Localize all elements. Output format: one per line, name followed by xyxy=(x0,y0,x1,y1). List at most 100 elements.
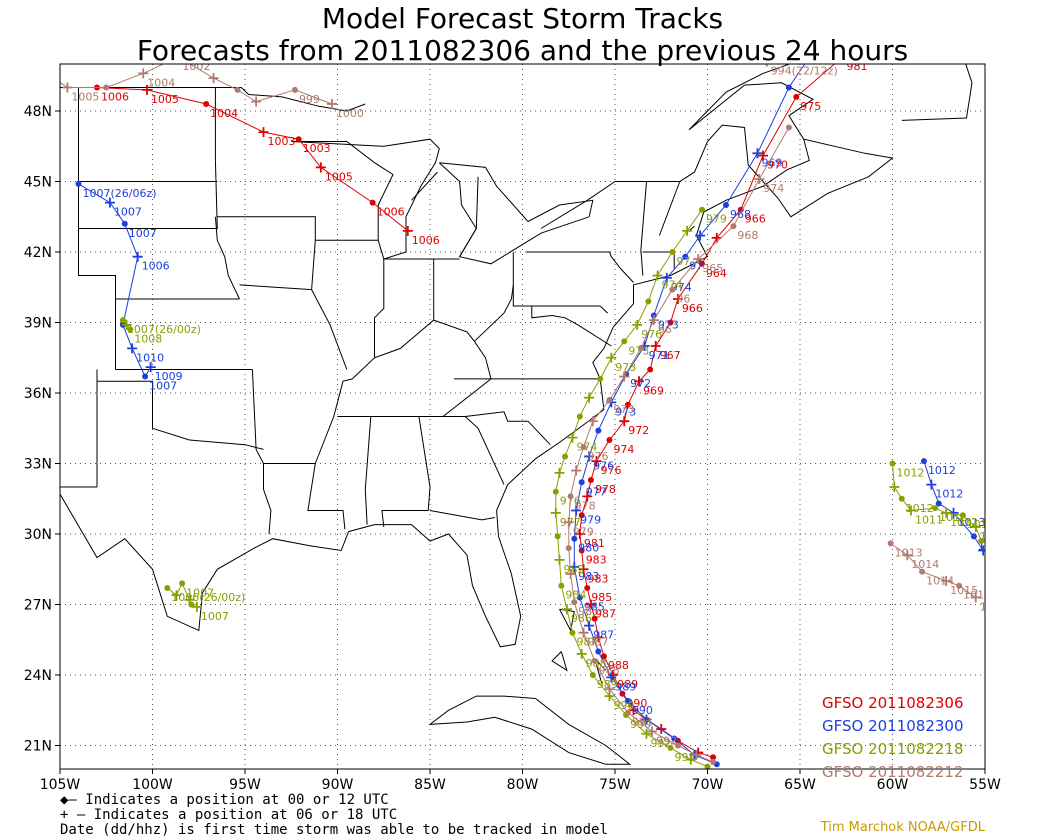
x-tick-label: 55W xyxy=(969,777,1001,793)
pressure-label: 973 xyxy=(658,318,679,331)
position-marker-synoptic xyxy=(580,444,587,451)
map-line xyxy=(291,138,440,260)
map-line xyxy=(459,176,479,257)
pressure-label: 1000 xyxy=(721,767,749,780)
position-marker-offhour xyxy=(582,491,593,502)
position-marker-synoptic xyxy=(682,253,689,260)
position-marker-offhour xyxy=(584,620,595,631)
y-tick-label: 33N xyxy=(24,457,52,473)
position-marker-synoptic xyxy=(24,56,30,62)
pressure-label: 984 xyxy=(565,589,586,602)
footnote-synoptic: ◆– Indicates a position at 00 or 12 UTC xyxy=(60,792,389,808)
position-marker-synoptic xyxy=(669,286,676,293)
y-tick-label: 39N xyxy=(24,316,52,332)
map-line xyxy=(214,216,240,300)
pressure-label: 985 xyxy=(591,591,612,604)
pressure-label: 976 xyxy=(593,459,614,472)
map-line xyxy=(429,510,495,521)
pressure-label: 1017(26/12z) xyxy=(980,600,1045,613)
position-marker-synoptic xyxy=(919,568,926,575)
pressure-label: 1014 xyxy=(978,539,1006,552)
position-marker-synoptic xyxy=(637,345,644,352)
pressure-label: 981 xyxy=(847,60,868,73)
pressure-label: 983 xyxy=(588,572,609,585)
pressure-label: 969 xyxy=(643,384,664,397)
pressure-label: 1015 xyxy=(950,584,978,597)
pressure-label: 1006 xyxy=(101,91,129,104)
position-marker-offhour xyxy=(578,564,589,575)
pressure-label: 986 xyxy=(571,612,592,625)
map-line xyxy=(901,64,973,121)
pressure-label: 1006 xyxy=(142,260,170,273)
position-marker-offhour xyxy=(634,376,645,387)
pressure-label: 994(22/12z) xyxy=(771,65,838,78)
position-marker-synoptic xyxy=(591,615,598,622)
position-marker-offhour xyxy=(62,82,73,93)
position-marker-synoptic xyxy=(565,545,572,552)
position-marker-synoptic xyxy=(790,35,796,41)
map-line xyxy=(381,416,431,527)
position-marker-synoptic xyxy=(164,585,171,592)
position-marker-synoptic xyxy=(671,735,678,742)
position-marker-synoptic xyxy=(600,653,607,660)
position-marker-offhour xyxy=(171,590,182,601)
pressure-label: 1006 xyxy=(377,206,405,219)
position-marker-synoptic xyxy=(589,672,596,678)
position-marker-synoptic xyxy=(698,206,705,213)
y-tick-label: 24N xyxy=(24,668,52,684)
position-marker-offhour xyxy=(691,749,702,760)
position-marker-synoptic xyxy=(595,648,602,655)
position-marker-offhour xyxy=(619,416,630,427)
position-marker-synoptic xyxy=(935,500,942,507)
position-marker-offhour xyxy=(550,507,561,518)
pressure-label: 1003 xyxy=(303,142,331,155)
pressure-label: 988 xyxy=(608,659,629,672)
position-marker-offhour xyxy=(571,505,582,516)
chart-subtitle: Forecasts from 2011082306 and the previo… xyxy=(136,34,909,67)
map-line xyxy=(443,416,505,485)
pressure-label: 983 xyxy=(586,553,607,566)
pressure-label: 1005 xyxy=(151,93,179,106)
pressure-label: 974 xyxy=(662,279,683,292)
map-line xyxy=(60,87,366,112)
position-marker-offhour xyxy=(561,604,572,615)
position-marker-offhour xyxy=(754,174,765,185)
position-marker-synoptic xyxy=(587,476,594,483)
pressure-label: 966 xyxy=(682,302,703,315)
position-marker-synoptic xyxy=(978,538,985,545)
pressure-label: 973 xyxy=(615,405,636,418)
position-marker-offhour xyxy=(650,341,661,351)
chart-title: Model Forecast Storm Tracks xyxy=(321,2,724,35)
pressure-label: 992 xyxy=(656,734,677,747)
position-marker-synoptic xyxy=(645,298,652,305)
position-marker-synoptic xyxy=(571,535,578,542)
map-line xyxy=(640,181,647,276)
y-tick-label: 42N xyxy=(24,245,52,261)
position-marker-synoptic xyxy=(576,594,583,601)
position-marker-synoptic xyxy=(737,206,744,213)
pressure-label: 969 xyxy=(761,156,782,169)
pressure-label: 973 xyxy=(628,344,649,357)
pressure-label: 1007 xyxy=(201,610,229,623)
pressure-label: 1007 xyxy=(129,227,157,240)
position-marker-offhour xyxy=(584,451,595,462)
storm-track-line xyxy=(60,64,333,105)
map-line xyxy=(251,369,272,535)
map-line xyxy=(438,162,594,265)
position-marker-synoptic xyxy=(562,453,569,460)
position-marker-offhour xyxy=(682,225,693,236)
map-line xyxy=(374,259,385,358)
position-marker-offhour xyxy=(104,197,115,208)
position-marker-synoptic xyxy=(295,136,302,143)
position-marker-offhour xyxy=(563,517,574,528)
pressure-label: 976 xyxy=(641,328,662,341)
position-marker-offhour xyxy=(758,150,768,161)
storm-track-line xyxy=(767,38,793,62)
pressure-label: 979 xyxy=(573,525,594,538)
position-marker-synoptic xyxy=(584,585,591,592)
axis-labels: 105W 100W 95W 90W 85W 80W 75W 70W 65W 60W 55W 21N 24… xyxy=(24,104,1001,793)
pressure-label: 979 xyxy=(706,213,727,226)
pressure-label: 968 xyxy=(737,229,758,242)
position-marker-synoptic xyxy=(291,86,298,93)
map-line xyxy=(314,378,353,464)
